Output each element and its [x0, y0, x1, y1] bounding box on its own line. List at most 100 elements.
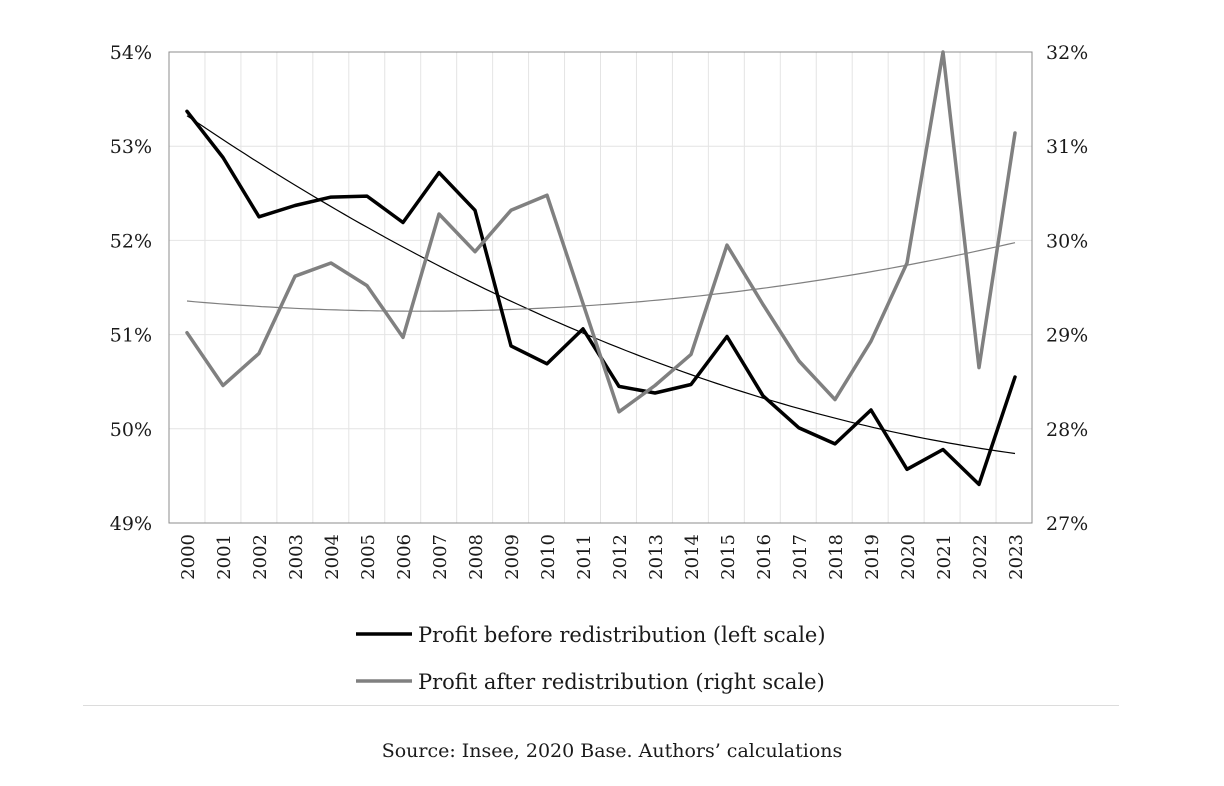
- data-point-before: [689, 383, 693, 387]
- x-tick-label: 2018: [826, 534, 847, 580]
- x-tick-label: 2023: [1006, 534, 1027, 580]
- data-point-after: [509, 208, 513, 212]
- data-point-after: [545, 193, 549, 197]
- data-point-before: [185, 109, 189, 113]
- left-tick-label: 52%: [110, 230, 152, 252]
- x-tick-label: 2016: [754, 534, 775, 580]
- trend-line-before: [186, 115, 1016, 455]
- x-axis-ticks: 2000 2001 2002 2003 2004 2005 2006 2007 2008 2009…: [178, 534, 1027, 580]
- data-point-after: [725, 243, 729, 247]
- data-point-after: [401, 335, 405, 339]
- x-tick-label: 2013: [646, 534, 667, 580]
- source-note: Source: Insee, 2020 Base. Authors’ calcu…: [381, 740, 843, 762]
- left-tick-label: 50%: [110, 419, 152, 441]
- right-axis-ticks: 27% 28% 29% 30% 31% 32%: [1046, 42, 1088, 535]
- data-point-after: [1013, 131, 1017, 135]
- x-tick-label: 2014: [682, 534, 703, 580]
- data-point-before: [257, 215, 261, 219]
- data-point-before: [401, 221, 405, 225]
- data-point-after: [293, 274, 297, 278]
- left-tick-label: 51%: [110, 325, 152, 347]
- data-point-before: [941, 448, 945, 452]
- data-point-before: [869, 408, 873, 412]
- data-point-before: [329, 195, 333, 199]
- data-point-after: [833, 398, 837, 402]
- plot-frame: [168, 51, 1033, 524]
- data-point-after: [329, 261, 333, 265]
- left-axis-ticks: 49% 50% 51% 52% 53% 54%: [110, 42, 152, 535]
- trend-lines: [186, 115, 1016, 455]
- data-point-before: [617, 384, 621, 388]
- data-point-after: [617, 410, 621, 414]
- left-tick-label: 49%: [110, 513, 152, 535]
- data-point-before: [1013, 375, 1017, 379]
- data-point-after: [437, 212, 441, 216]
- right-tick-label: 29%: [1046, 325, 1088, 347]
- left-tick-label: 54%: [110, 42, 152, 64]
- data-point-before: [437, 171, 441, 175]
- data-point-before: [725, 334, 729, 338]
- data-point-after: [761, 302, 765, 306]
- footer-divider: [83, 705, 1119, 706]
- x-tick-label: 2007: [430, 534, 451, 580]
- x-tick-label: 2020: [898, 534, 919, 580]
- data-point-before: [473, 208, 477, 212]
- data-point-before: [905, 467, 909, 471]
- data-point-after: [977, 366, 981, 370]
- data-point-after: [185, 331, 189, 335]
- x-tick-label: 2005: [358, 534, 379, 580]
- data-point-before: [221, 156, 225, 160]
- data-point-before: [293, 204, 297, 208]
- data-point-after: [365, 284, 369, 288]
- right-tick-label: 31%: [1046, 136, 1088, 158]
- data-point-after: [473, 250, 477, 254]
- right-tick-label: 27%: [1046, 513, 1088, 535]
- series-lines: [185, 50, 1017, 487]
- x-tick-label: 2006: [394, 534, 415, 580]
- x-tick-label: 2011: [574, 534, 595, 580]
- grid-lines: [169, 51, 1032, 524]
- x-tick-label: 2017: [790, 534, 811, 580]
- data-point-before: [653, 391, 657, 395]
- data-point-after: [689, 352, 693, 356]
- x-tick-label: 2003: [286, 534, 307, 580]
- x-tick-label: 2019: [862, 534, 883, 580]
- data-point-after: [581, 302, 585, 306]
- x-tick-label: 2000: [178, 534, 199, 580]
- data-point-before: [509, 344, 513, 348]
- legend: Profit before redistribution (left scale…: [356, 623, 826, 694]
- x-tick-label: 2001: [214, 534, 235, 580]
- series-line-after: [185, 50, 1017, 414]
- x-tick-label: 2022: [970, 534, 991, 580]
- trend-line-after: [186, 242, 1016, 312]
- right-tick-label: 32%: [1046, 42, 1088, 64]
- data-point-after: [905, 261, 909, 265]
- data-point-before: [581, 327, 585, 331]
- x-tick-label: 2008: [466, 534, 487, 580]
- data-point-before: [797, 426, 801, 430]
- x-tick-label: 2015: [718, 534, 739, 580]
- data-point-after: [221, 383, 225, 387]
- right-tick-label: 28%: [1046, 419, 1088, 441]
- right-tick-label: 30%: [1046, 230, 1088, 252]
- data-point-after: [257, 351, 261, 355]
- data-point-before: [545, 362, 549, 366]
- x-tick-label: 2010: [538, 534, 559, 580]
- data-point-after: [653, 383, 657, 387]
- data-point-before: [833, 442, 837, 446]
- data-point-before: [365, 194, 369, 198]
- left-tick-label: 53%: [110, 136, 152, 158]
- data-point-before: [977, 482, 981, 486]
- data-point-after: [797, 359, 801, 363]
- data-point-before: [761, 394, 765, 398]
- x-tick-label: 2002: [250, 534, 271, 580]
- x-tick-label: 2021: [934, 534, 955, 580]
- data-point-after: [941, 50, 945, 54]
- data-point-after: [869, 339, 873, 343]
- legend-label-after: Profit after redistribution (right scale…: [418, 670, 825, 694]
- x-tick-label: 2012: [610, 534, 631, 580]
- x-tick-label: 2009: [502, 534, 523, 580]
- legend-label-before: Profit before redistribution (left scale…: [418, 623, 826, 647]
- x-tick-label: 2004: [322, 534, 343, 580]
